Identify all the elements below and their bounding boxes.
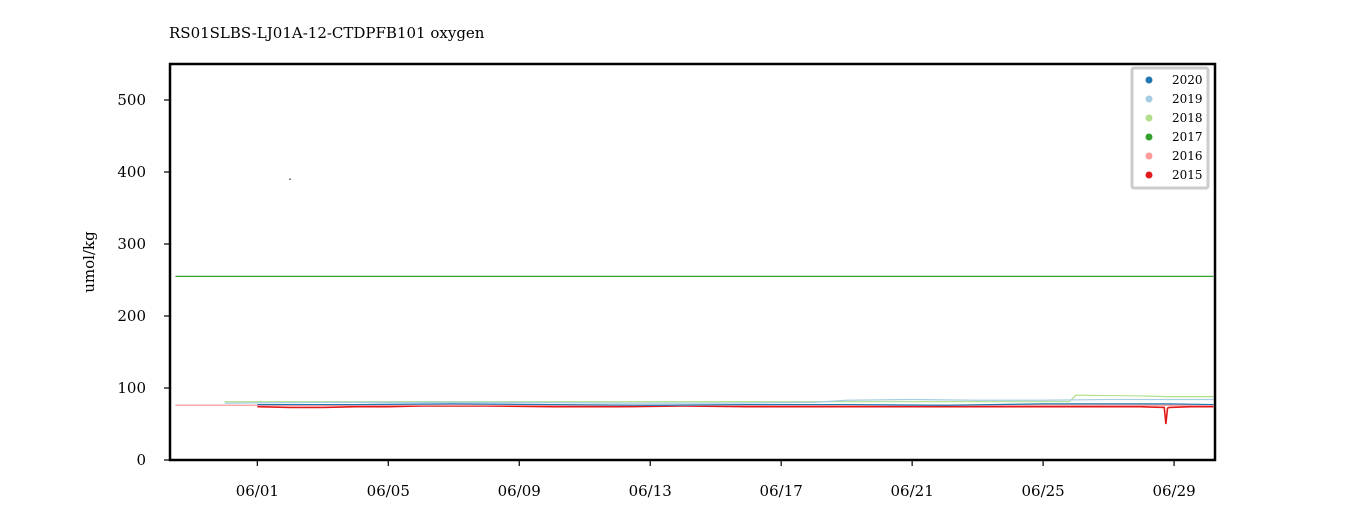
series-line-2020 (257, 403, 1214, 406)
y-tick-label: 400 (117, 163, 146, 181)
legend: 2020 2019 2018 2017 2016 2015 (1130, 66, 1210, 190)
x-tick-label: 06/13 (629, 482, 672, 500)
y-tick-label: 500 (117, 91, 146, 109)
y-axis-label: umol/kg (80, 231, 98, 293)
legend-marker-2016 (1145, 152, 1153, 160)
series-line-2015 (257, 405, 1214, 425)
legend-label-2016: 2016 (1172, 149, 1203, 163)
x-axis-ticks: 06/01 06/05 06/09 06/13 06/17 06/21 06/25 06/29 (236, 460, 1196, 500)
legend-label-2015: 2015 (1172, 168, 1203, 182)
x-tick-label: 06/09 (498, 482, 541, 500)
legend-marker-2020 (1145, 76, 1153, 84)
x-tick-label: 06/17 (760, 482, 803, 500)
legend-label-2020: 2020 (1172, 73, 1203, 87)
y-tick-label: 200 (117, 307, 146, 325)
series-line-2019 (224, 398, 1214, 404)
x-tick-label: 06/01 (236, 482, 279, 500)
legend-label-2017: 2017 (1172, 130, 1203, 144)
x-tick-label: 06/21 (891, 482, 934, 500)
legend-label-2018: 2018 (1172, 111, 1203, 125)
plot-area (175, 178, 1214, 425)
outlier-point (289, 178, 291, 180)
x-tick-label: 06/05 (367, 482, 410, 500)
legend-marker-2017 (1145, 133, 1153, 141)
y-tick-label: 0 (136, 451, 146, 469)
plot-frame (168, 62, 1217, 462)
y-tick-label: 300 (117, 235, 146, 253)
legend-marker-2015 (1145, 171, 1153, 179)
legend-marker-2018 (1145, 114, 1153, 122)
legend-marker-2019 (1145, 95, 1153, 103)
x-tick-label: 06/29 (1152, 482, 1195, 500)
x-tick-label: 06/25 (1021, 482, 1064, 500)
y-tick-label: 100 (117, 379, 146, 397)
legend-label-2019: 2019 (1172, 92, 1203, 106)
chart-title: RS01SLBS-LJ01A-12-CTDPFB101 oxygen (169, 24, 485, 42)
y-axis-ticks: 0 100 200 300 400 500 (117, 91, 170, 469)
series-line-2018 (224, 394, 1214, 403)
